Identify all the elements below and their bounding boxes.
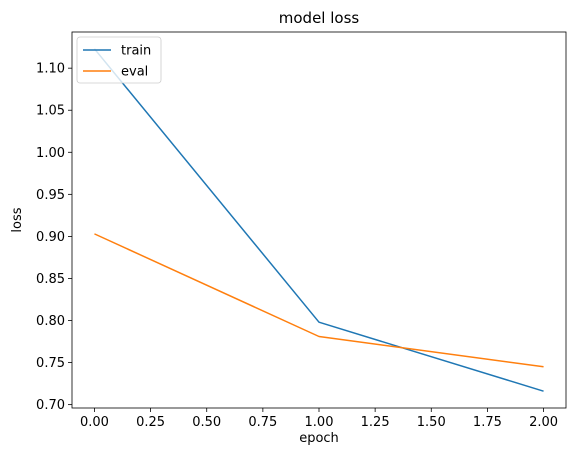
y-tick-label: 1.05 (36, 104, 65, 119)
y-tick-label: 0.90 (36, 230, 65, 245)
x-tick-label: 1.00 (305, 415, 334, 430)
legend: train eval (76, 36, 162, 84)
series-line-eval (94, 233, 544, 368)
x-axis-ticks: 0.00 0.25 0.50 0.75 1.00 1.25 1.50 1.75 2.00 (80, 408, 558, 430)
legend-label-eval: eval (121, 65, 148, 80)
x-tick-label: 1.50 (417, 415, 446, 430)
y-tick-label: 0.85 (36, 272, 65, 287)
legend-label-train: train (121, 44, 151, 59)
x-tick-label: 1.25 (361, 415, 390, 430)
chart-title: model loss (279, 9, 360, 27)
series-line-train (93, 48, 544, 392)
series-lines (93, 48, 544, 392)
x-tick-label: 0.25 (136, 415, 165, 430)
y-tick-label: 1.10 (36, 62, 65, 77)
plot-area (71, 31, 567, 409)
y-axis-ticks: 0.70 0.75 0.80 0.85 0.90 0.95 1.00 1.05 1.10 (36, 62, 72, 413)
x-tick-label: 2.00 (529, 415, 558, 430)
x-tick-label: 0.75 (248, 415, 277, 430)
y-axis-label: loss (10, 207, 25, 232)
y-tick-label: 0.75 (36, 356, 65, 371)
x-tick-label: 0.00 (80, 415, 109, 430)
x-axis-label: epoch (299, 431, 339, 446)
x-tick-label: 0.50 (192, 415, 221, 430)
y-tick-label: 0.80 (36, 314, 65, 329)
x-tick-label: 1.75 (473, 415, 502, 430)
y-tick-label: 1.00 (36, 146, 65, 161)
y-tick-label: 0.70 (36, 398, 65, 413)
y-tick-label: 0.95 (36, 188, 65, 203)
